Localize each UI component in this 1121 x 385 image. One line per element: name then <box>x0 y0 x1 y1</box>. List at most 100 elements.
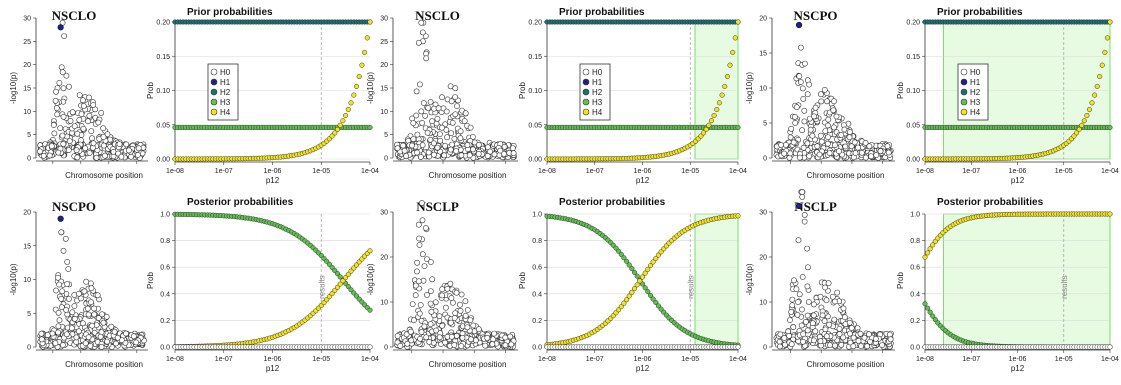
scatter-point <box>413 268 420 275</box>
x-axis-label: p12 <box>1011 176 1025 185</box>
scatter-point <box>73 147 80 154</box>
scatter-point <box>102 152 108 159</box>
scatter-point <box>442 142 448 149</box>
y-tick-label: 15 <box>23 243 31 250</box>
scatter-point <box>800 144 807 151</box>
scatter-point <box>48 143 55 149</box>
y-tick-label: 1.0 <box>160 212 170 219</box>
scatter-point <box>507 333 514 340</box>
scatter-point <box>98 344 105 350</box>
x-tick-label: 1e-06 <box>634 356 652 363</box>
series-point <box>337 122 343 128</box>
scatter-point <box>100 125 107 132</box>
scatter-point <box>414 259 420 266</box>
series-point <box>367 307 373 313</box>
scatter-point <box>123 141 130 148</box>
scatter-point <box>826 150 833 156</box>
scatter-point <box>394 333 401 339</box>
scatter-point <box>801 118 808 125</box>
scatter-point <box>86 112 93 119</box>
chart-title: Posterior probabilities <box>937 197 1044 208</box>
scatter-point <box>800 338 806 345</box>
scatter-point <box>73 334 80 341</box>
series-point <box>1097 73 1103 80</box>
x-tick-label: 1e-04 <box>729 168 747 175</box>
series-point <box>735 344 741 350</box>
series-point <box>367 248 373 254</box>
scatter-point <box>855 337 862 344</box>
series-point <box>703 126 709 132</box>
scatter-point <box>128 153 134 160</box>
scatter-point <box>403 153 409 159</box>
scatter-point <box>470 322 477 329</box>
scatter-point <box>113 340 119 347</box>
scatter-point <box>439 124 445 131</box>
x-axis-label: p12 <box>266 364 280 373</box>
legend-label: H0 <box>220 68 231 77</box>
scatter-point <box>824 140 831 147</box>
scatter-point <box>796 154 803 161</box>
scatter-point <box>787 150 794 157</box>
panel-p1: Prior probabilities 0.00 0.05 0.10 0.15 0.20 1… <box>146 7 379 185</box>
scatter-point <box>794 311 801 318</box>
x-tick-label: 1e-04 <box>1101 168 1119 175</box>
y-tick-label: 20 <box>380 255 388 262</box>
scatter-point <box>91 305 97 312</box>
scatter-point <box>60 85 67 92</box>
scatter-point <box>59 69 66 76</box>
y-tick-label: 0.2 <box>160 318 170 325</box>
scatter-point <box>872 335 879 342</box>
scatter-point <box>37 148 43 155</box>
y-axis-label: -log10(p) <box>366 263 375 295</box>
scatter-point <box>491 330 498 337</box>
series-point <box>925 250 931 256</box>
series-point <box>716 100 722 106</box>
y-axis-label: Prob <box>896 82 905 99</box>
x-tick-label: 1e-08 <box>166 168 184 175</box>
scatter-point <box>451 315 458 321</box>
panel-q1: Posterior probabilities results 0.0 0.2 0.4 0… <box>146 197 379 373</box>
scatter-point <box>40 152 47 159</box>
scatter-point <box>88 285 95 292</box>
scatter-point <box>866 143 873 150</box>
scatter-point <box>789 296 796 303</box>
series-point <box>1107 211 1113 217</box>
scatter-point <box>819 312 826 319</box>
scatter-point <box>58 64 65 71</box>
scatter-point <box>836 325 843 332</box>
series-point <box>714 106 720 113</box>
y-tick-label: 0.05 <box>156 122 170 129</box>
series-point <box>351 92 357 98</box>
scatter-point <box>850 334 857 341</box>
scatter-point <box>59 288 66 295</box>
y-tick-label: 0.0 <box>910 345 920 352</box>
scatter-point <box>798 322 805 329</box>
scatter-point <box>452 310 459 316</box>
scatter-point <box>461 118 468 124</box>
lead-variant-point <box>795 202 803 210</box>
y-tick-label: 0.8 <box>532 238 542 245</box>
scatter-point <box>451 342 458 348</box>
scatter-point <box>448 333 455 340</box>
scatter-point <box>464 142 471 148</box>
y-tick-label: 0.8 <box>160 238 170 245</box>
scatter-point <box>57 125 64 132</box>
x-axis-label: Chromosome position <box>65 360 143 369</box>
scatter-point <box>80 320 86 327</box>
y-tick-label: 0.4 <box>160 291 170 298</box>
scatter-point <box>791 277 797 284</box>
scatter-point <box>76 290 82 297</box>
scatter-point <box>778 142 784 148</box>
credible-region <box>694 213 739 348</box>
legend-label: H1 <box>970 78 981 87</box>
scatter-point <box>877 148 884 154</box>
legend-marker <box>582 98 590 106</box>
y-tick-label: 0 <box>384 156 388 163</box>
scatter-point <box>447 319 454 326</box>
scatter-point <box>420 277 427 284</box>
scatter-point <box>38 336 45 343</box>
scatter-point <box>501 143 508 150</box>
scatter-point <box>436 131 443 137</box>
scatter-point <box>868 153 874 160</box>
scatter-point <box>792 114 798 120</box>
